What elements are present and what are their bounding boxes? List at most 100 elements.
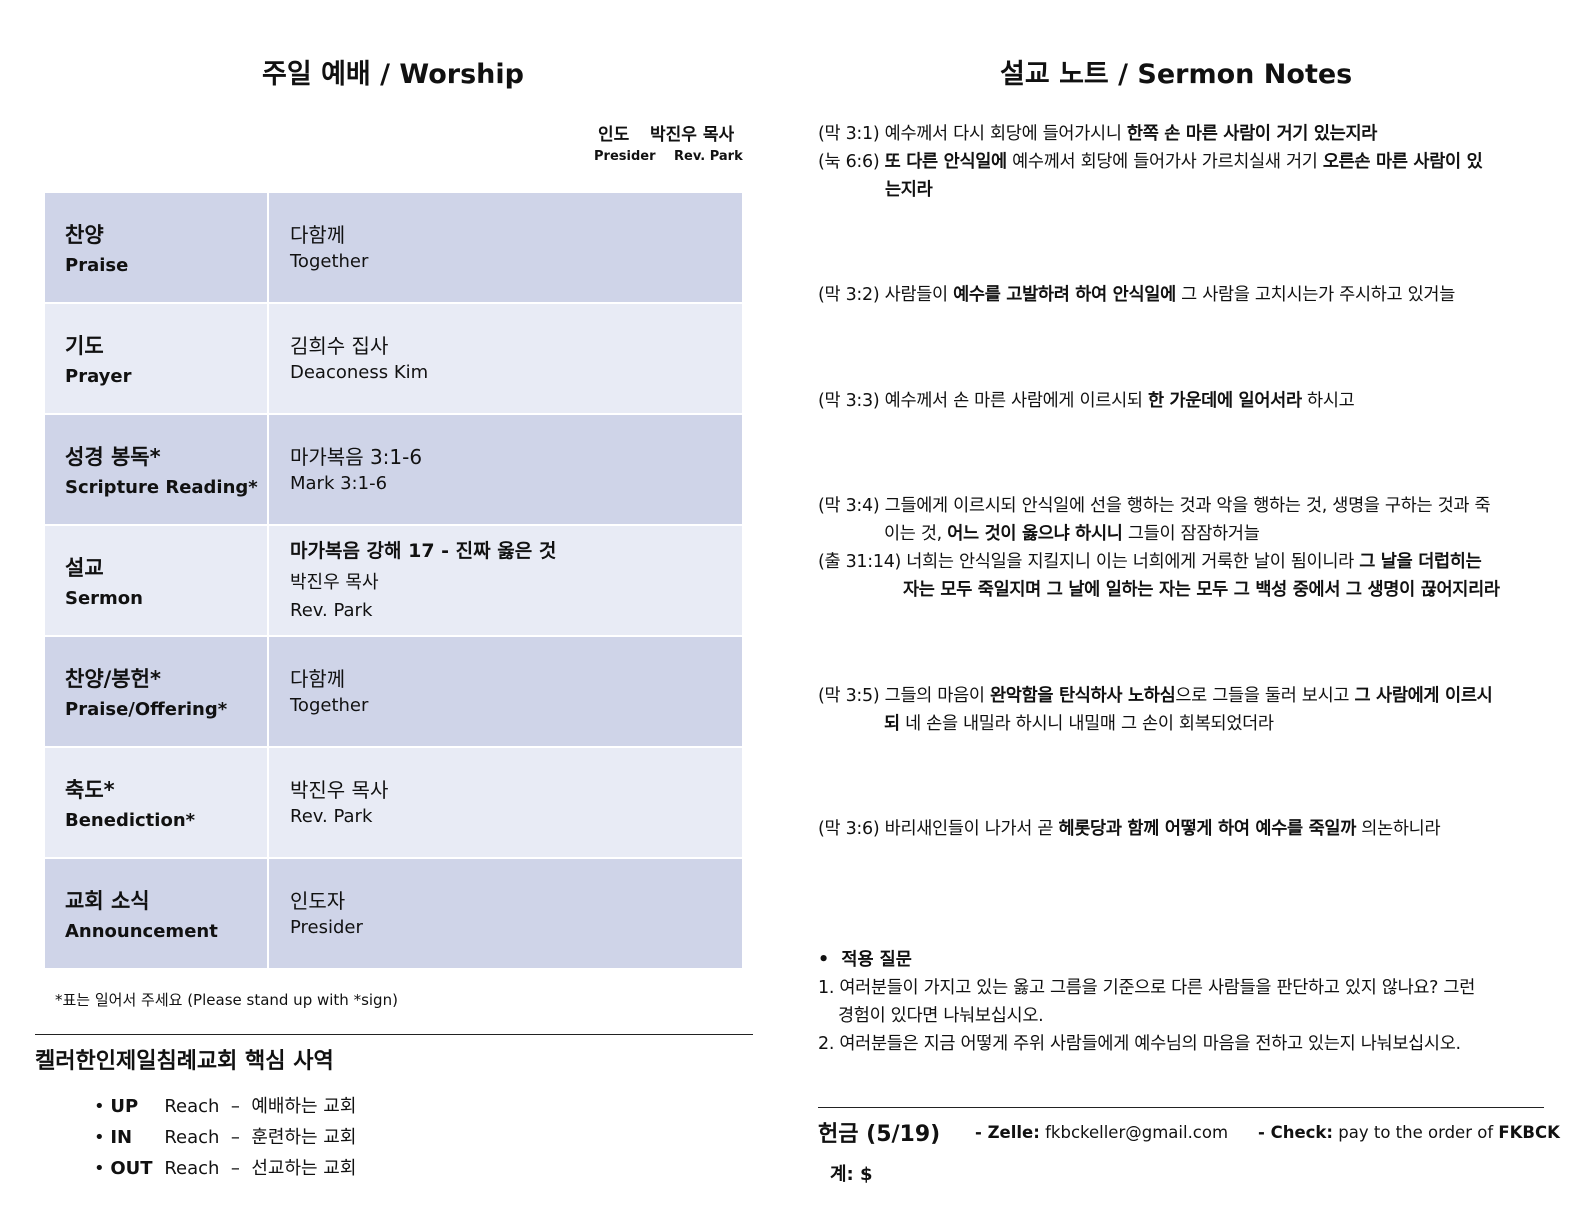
bullet-icon: • [818, 950, 842, 970]
row-value-line: 다함께 [290, 223, 346, 247]
row-label: 성경 봉독* Scripture Reading* [45, 415, 267, 524]
presider-name-en: Rev. Park [674, 149, 743, 164]
row-label: 기도 Prayer [45, 304, 267, 413]
worship-row: 찬양/봉헌* Praise/Offering* 다함께 Together [45, 637, 742, 746]
verse-emphasis: 예수를 고발하려 하여 안식일에 [953, 285, 1176, 305]
ministry-tag: UP [110, 1096, 139, 1117]
sermon-title: 설교 노트 / Sermon Notes [1000, 59, 1353, 90]
verse-emphasis: 한 가운데에 일어서라 [1147, 391, 1302, 411]
verse-text: (눅 6:6) [818, 152, 885, 172]
verse-emphasis: 자는 모두 죽일지며 그 날에 일하는 자는 모두 그 백성 중에서 그 생명이… [903, 580, 1500, 600]
check-text: pay to the order of [1338, 1123, 1494, 1142]
verse-emphasis: 그 날을 더럽히는 [1359, 552, 1482, 572]
row-value: 다함께 Together [269, 637, 742, 746]
row-value: 박진우 목사 Rev. Park [269, 748, 742, 857]
row-value-line: 인도자 [290, 889, 346, 913]
ministry-text: Reach – 선교하는 교회 [164, 1158, 357, 1179]
row-label-en: Benediction* [65, 810, 196, 831]
row-value-line: Rev. Park [290, 600, 373, 621]
verse-text: (막 3:5) 그들의 마음이 [818, 686, 990, 706]
worship-row: 축도* Benediction* 박진우 목사 Rev. Park [45, 748, 742, 857]
ministry-item: • IN Reach – 훈련하는 교회 [94, 1123, 356, 1149]
verse-text: 의논하니라 [1356, 819, 1441, 839]
presider-name-ko: 박진우 목사 [650, 125, 735, 145]
worship-row: 교회 소식 Announcement 인도자 Presider [45, 859, 742, 968]
row-value-line: 다함께 [290, 667, 346, 691]
verse-emphasis: 되 [884, 714, 900, 734]
ministry-tag: OUT [110, 1158, 153, 1179]
row-label: 찬양 Praise [45, 193, 267, 302]
row-value: 마가복음 3:1-6 Mark 3:1-6 [269, 415, 742, 524]
questions-heading: • 적용 질문 [818, 946, 912, 971]
row-label-en: Scripture Reading* [65, 477, 258, 498]
sermon-verse-line: (막 3:3) 예수께서 손 마른 사람에게 이르시되 한 가운데에 일어서라 … [818, 387, 1355, 412]
sermon-verse-line: (막 3:4) 그들에게 이르시되 안식일에 선을 행하는 것과 악을 행하는 … [818, 492, 1491, 517]
offering-title: 헌금 (5/19) [818, 1122, 941, 1147]
row-value-line: 마가복음 강해 17 - 진짜 옳은 것 [290, 540, 557, 562]
verse-text: 그들이 잠잠하거늘 [1122, 524, 1260, 544]
row-value-line: Together [290, 695, 369, 716]
verse-emphasis: 또 다른 안식일에 [884, 152, 1007, 172]
bullet-icon: • [94, 1096, 111, 1117]
sermon-verse-line: (눅 6:6) 또 다른 안식일에 예수께서 회당에 들어가사 가르치실새 거기… [818, 148, 1483, 173]
worship-row: 설교 Sermon 마가복음 강해 17 - 진짜 옳은 것 박진우 목사 Rev. P… [45, 526, 742, 635]
worship-row: 기도 Prayer 김희수 집사 Deaconess Kim [45, 304, 742, 413]
question-1: 1. 여러분들이 가지고 있는 옳고 그름을 기준으로 다른 사람들을 판단하고… [818, 978, 1476, 998]
row-label-en: Prayer [65, 366, 132, 387]
offering-total: 계: $ [830, 1164, 873, 1185]
presider-label-ko: 인도 [598, 125, 630, 145]
row-label-en: Announcement [65, 921, 218, 942]
sermon-verse-line: (막 3:6) 바리새인들이 나가서 곧 헤롯당과 함께 어떻게 하여 예수를 … [818, 815, 1441, 840]
worship-row: 성경 봉독* Scripture Reading* 마가복음 3:1-6 Mark 3… [45, 415, 742, 524]
sermon-verse-line: 되 네 손을 내밀라 하시니 내밀매 그 손이 회복되었더라 [884, 710, 1274, 735]
row-value-line: Presider [290, 917, 363, 938]
verse-emphasis: 완악함을 탄식하사 노하심 [989, 686, 1176, 706]
verse-emphasis: 그 사람에게 이르시 [1354, 686, 1493, 706]
check-label: - Check: [1258, 1123, 1333, 1142]
sermon-verse-line: (막 3:2) 사람들이 예수를 고발하려 하여 안식일에 그 사람을 고치시는… [818, 281, 1455, 306]
row-value-line: Mark 3:1-6 [290, 473, 388, 494]
question-2: 2. 여러분들은 지금 어떻게 주위 사람들에게 예수님의 마음을 전하고 있는… [818, 1034, 1461, 1054]
ministry-item: • UP Reach – 예배하는 교회 [94, 1092, 356, 1118]
presider-label-en: Presider [594, 149, 656, 164]
row-value: 다함께 Together [269, 193, 742, 302]
verse-text: 이는 것, [884, 524, 948, 544]
row-label-en: Sermon [65, 588, 143, 609]
verse-emphasis: 헤롯당과 함께 어떻게 하여 예수를 죽일까 [1058, 819, 1356, 839]
check-info: - Check: pay to the order of FKBCK [1258, 1123, 1560, 1142]
row-value-line: 박진우 목사 [290, 572, 379, 593]
row-value-line: Rev. Park [290, 806, 373, 827]
worship-row: 찬양 Praise 다함께 Together [45, 193, 742, 302]
row-value-line: Deaconess Kim [290, 362, 429, 383]
sermon-verse-line: 자는 모두 죽일지며 그 날에 일하는 자는 모두 그 백성 중에서 그 생명이… [903, 576, 1500, 601]
verse-text: 하시고 [1301, 391, 1355, 411]
ministry-item: • OUT Reach – 선교하는 교회 [94, 1154, 356, 1180]
sermon-verse-line: (막 3:1) 예수께서 다시 회당에 들어가시니 한쪽 손 마른 사람이 거기… [818, 120, 1377, 145]
divider [35, 1034, 753, 1035]
verse-text: 으로 그들을 둘러 보시고 [1175, 686, 1355, 706]
row-label-ko: 기도 [65, 334, 104, 358]
verse-text: 네 손을 내밀라 하시니 내밀매 그 손이 회복되었더라 [899, 714, 1274, 734]
sermon-verse-line: (출 31:14) 너희는 안식일을 지킬지니 이는 너희에게 거룩한 날이 됨… [818, 548, 1482, 573]
sermon-verse-line: 이는 것, 어느 것이 옳으냐 하시니 그들이 잠잠하거늘 [884, 520, 1260, 545]
verse-text: 그 사람을 고치시는가 주시하고 있거늘 [1175, 285, 1456, 305]
verse-emphasis: 는지라 [885, 180, 933, 200]
bullet-icon: • [94, 1158, 111, 1179]
zelle-label: - Zelle: [975, 1123, 1040, 1142]
ministry-tag: IN [110, 1127, 133, 1148]
sermon-verse-line: (막 3:5) 그들의 마음이 완악함을 탄식하사 노하심으로 그들을 둘러 보… [818, 682, 1493, 707]
row-label: 찬양/봉헌* Praise/Offering* [45, 637, 267, 746]
row-label-ko: 찬양 [65, 223, 104, 247]
verse-text: (출 31:14) 너희는 안식일을 지킬지니 이는 너희에게 거룩한 날이 됨… [818, 552, 1360, 572]
row-label-ko: 축도* [65, 778, 115, 802]
row-label: 교회 소식 Announcement [45, 859, 267, 968]
ministry-title: 켈러한인제일침례교회 핵심 사역 [35, 1049, 334, 1074]
row-label-ko: 성경 봉독* [65, 445, 161, 469]
row-value-line: Together [290, 251, 369, 272]
row-label-ko: 교회 소식 [65, 889, 150, 913]
verse-emphasis: 어느 것이 옳으냐 하시니 [947, 524, 1123, 544]
row-label-en: Praise [65, 255, 129, 276]
verse-text: (막 3:2) 사람들이 [818, 285, 954, 305]
verse-text: (막 3:6) 바리새인들이 나가서 곧 [818, 819, 1059, 839]
